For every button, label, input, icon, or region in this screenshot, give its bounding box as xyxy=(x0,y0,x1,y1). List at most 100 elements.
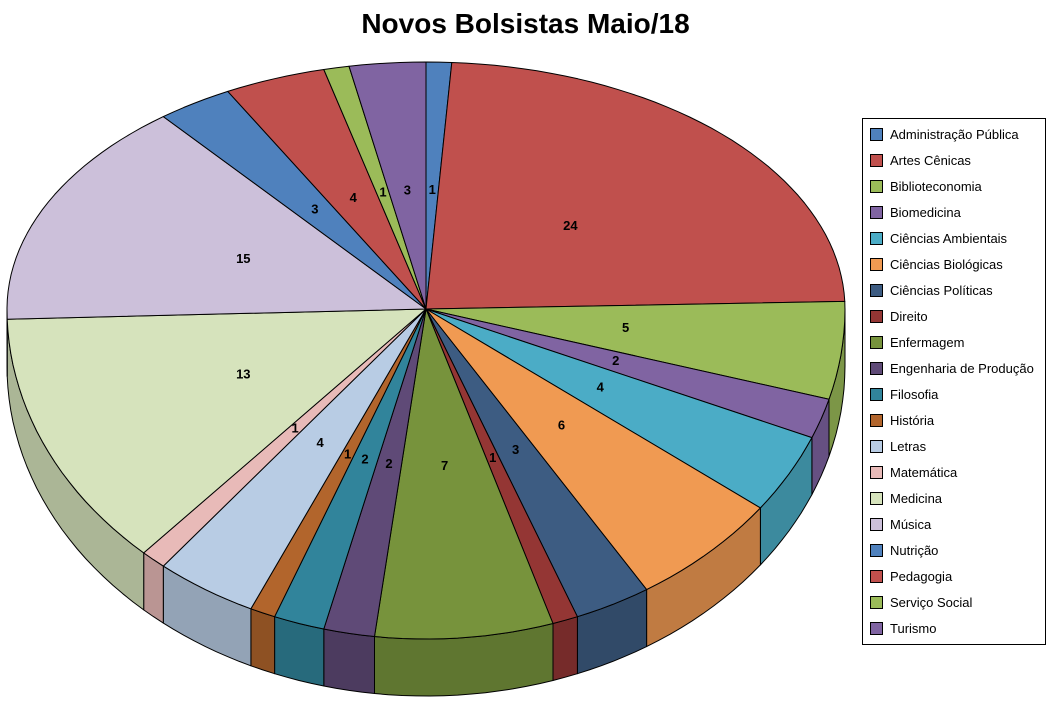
slice-value-label: 3 xyxy=(311,202,318,217)
legend-swatch-icon xyxy=(870,544,883,558)
legend-swatch-icon xyxy=(870,622,883,636)
slice-value-label: 1 xyxy=(429,182,436,197)
legend-item[interactable]: Engenharia de Produção xyxy=(870,361,1045,376)
legend-label: Letras xyxy=(890,439,927,455)
legend-item[interactable]: Matemática xyxy=(870,465,1045,480)
legend-item[interactable]: Artes Cênicas xyxy=(870,153,1045,168)
legend-item[interactable]: Biomedicina xyxy=(870,205,1045,220)
legend-swatch-icon xyxy=(870,570,883,584)
chart-title: Novos Bolsistas Maio/18 xyxy=(361,8,690,39)
legend-item[interactable]: Letras xyxy=(870,439,1045,454)
slice-value-label: 5 xyxy=(622,320,629,335)
slice-value-label: 4 xyxy=(597,380,605,395)
legend-label: Artes Cênicas xyxy=(890,152,971,168)
legend-item[interactable]: Nutrição xyxy=(870,543,1045,558)
pie-slice[interactable] xyxy=(425,62,846,310)
legend-item[interactable]: História xyxy=(870,413,1045,428)
legend-label: Filosofia xyxy=(890,386,939,402)
legend-label: História xyxy=(890,413,935,429)
pie-slice-wall xyxy=(323,628,375,694)
legend-item[interactable]: Enfermagem xyxy=(870,335,1045,350)
legend-label: Música xyxy=(890,517,932,533)
slice-value-label: 6 xyxy=(558,418,565,433)
slice-value-label: 2 xyxy=(361,451,368,466)
legend-item[interactable]: Ciências Ambientais xyxy=(870,231,1045,246)
slice-value-label: 1 xyxy=(489,450,496,465)
slice-value-label: 1 xyxy=(344,446,351,461)
pie-slice[interactable] xyxy=(425,308,648,618)
legend-swatch-icon xyxy=(870,257,883,271)
pie-slice[interactable] xyxy=(425,300,846,400)
pie-slices xyxy=(6,61,846,640)
legend-swatch-icon xyxy=(870,205,883,219)
legend-item[interactable]: Pedagogia xyxy=(870,569,1045,584)
legend-swatch-icon xyxy=(870,361,883,375)
legend-item[interactable]: Ciências Políticas xyxy=(870,283,1045,298)
legend-label: Pedagogia xyxy=(890,569,953,585)
slice-value-label: 2 xyxy=(612,353,619,368)
legend-item[interactable]: Administração Pública xyxy=(870,127,1045,142)
legend-label: Direito xyxy=(890,308,928,324)
legend-swatch-icon xyxy=(870,153,883,167)
legend-item[interactable]: Filosofia xyxy=(870,387,1045,402)
slice-value-label: 1 xyxy=(291,421,298,436)
pie-slice[interactable] xyxy=(348,61,427,310)
legend-item[interactable]: Serviço Social xyxy=(870,595,1045,610)
legend-swatch-icon xyxy=(870,179,883,193)
legend-swatch-icon xyxy=(870,466,883,480)
legend-swatch-icon xyxy=(870,518,883,532)
legend-label: Ciências Políticas xyxy=(890,282,993,298)
legend-item[interactable]: Medicina xyxy=(870,491,1045,506)
legend-item[interactable]: Turismo xyxy=(870,621,1045,636)
legend-label: Ciências Biológicas xyxy=(890,256,1003,272)
pie-slice[interactable] xyxy=(6,308,427,554)
pie-slice[interactable] xyxy=(6,116,427,320)
legend-label: Nutrição xyxy=(890,543,939,559)
slice-value-label: 7 xyxy=(441,458,448,473)
legend-swatch-icon xyxy=(870,309,883,323)
legend: Administração Pública Artes Cênicas Biblio… xyxy=(862,118,1046,645)
legend-label: Serviço Social xyxy=(890,595,973,611)
legend-swatch-icon xyxy=(870,127,883,141)
slice-value-label: 4 xyxy=(316,435,324,450)
legend-item[interactable]: Direito xyxy=(870,309,1045,324)
slice-value-label: 2 xyxy=(385,456,392,471)
legend-label: Medicina xyxy=(890,491,943,507)
legend-label: Ciências Ambientais xyxy=(890,230,1008,246)
slice-value-label: 3 xyxy=(404,182,411,197)
legend-item[interactable]: Biblioteconomia xyxy=(870,179,1045,194)
slice-value-label: 4 xyxy=(350,190,358,205)
legend-label: Biblioteconomia xyxy=(890,178,982,194)
pie-slice[interactable] xyxy=(162,90,427,310)
pie-slice[interactable] xyxy=(425,308,813,509)
pie-slice[interactable] xyxy=(374,308,554,640)
slice-value-label: 24 xyxy=(563,218,578,233)
legend-swatch-icon xyxy=(870,414,883,428)
pie-slice[interactable] xyxy=(162,308,427,610)
pie-slice[interactable] xyxy=(227,69,427,310)
slice-value-label: 1 xyxy=(379,185,386,200)
pie-slice-wall xyxy=(250,608,276,675)
legend-swatch-icon xyxy=(870,492,883,506)
pie-slice-wall xyxy=(552,616,578,681)
slice-value-label: 3 xyxy=(512,442,519,457)
legend-swatch-icon xyxy=(870,596,883,610)
legend-label: Administração Pública xyxy=(890,126,1019,142)
legend-label: Matemática xyxy=(890,465,958,481)
pie-slice[interactable] xyxy=(425,308,761,591)
legend-swatch-icon xyxy=(870,283,883,297)
legend-label: Turismo xyxy=(890,621,937,637)
legend-label: Biomedicina xyxy=(890,204,961,220)
legend-label: Enfermagem xyxy=(890,334,965,350)
legend-swatch-icon xyxy=(870,440,883,454)
legend-swatch-icon xyxy=(870,387,883,401)
legend-label: Engenharia de Produção xyxy=(890,360,1034,376)
legend-swatch-icon xyxy=(870,335,883,349)
legend-swatch-icon xyxy=(870,231,883,245)
legend-item[interactable]: Ciências Biológicas xyxy=(870,257,1045,272)
slice-value-label: 15 xyxy=(236,251,250,266)
legend-item[interactable]: Música xyxy=(870,517,1045,532)
slice-value-label: 13 xyxy=(236,367,250,382)
